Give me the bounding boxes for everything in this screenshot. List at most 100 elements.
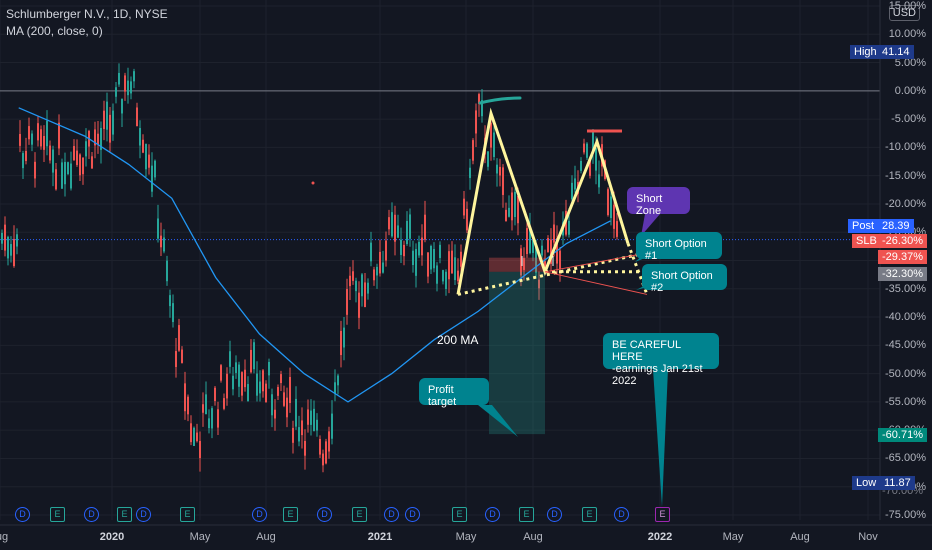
candle-body: [7, 236, 9, 259]
candle-body: [442, 270, 444, 282]
candle-body: [616, 221, 618, 237]
x-tick-label: May: [189, 531, 211, 543]
candle-body: [304, 440, 306, 456]
candle-body: [274, 409, 276, 419]
candle-body: [184, 383, 186, 412]
y-tick-label: 15.00%: [888, 0, 926, 12]
earnings-event-icon[interactable]: E: [117, 507, 132, 522]
candle-body: [121, 98, 123, 114]
candle-body: [349, 275, 351, 287]
candle-body: [322, 453, 324, 466]
candle-body: [277, 387, 279, 396]
y-tick-label: -45.00%: [885, 339, 926, 352]
short-zone-pointer: [641, 214, 660, 236]
candle-body: [124, 75, 126, 92]
y-tick-label: -20.00%: [885, 197, 926, 210]
candle-body: [388, 217, 390, 230]
candle-body: [118, 72, 120, 85]
high-label: High: [850, 45, 881, 59]
dividend-event-icon[interactable]: D: [15, 507, 30, 522]
dividend-event-icon[interactable]: D: [136, 507, 151, 522]
candle-body: [220, 365, 222, 381]
candle-body: [370, 242, 372, 262]
candle-body: [85, 141, 87, 157]
dividend-event-icon[interactable]: D: [317, 507, 332, 522]
candle-body: [511, 192, 513, 221]
candle-body: [421, 237, 423, 256]
indicator-label: MA (200, close, 0): [6, 24, 103, 38]
y-tick-label: -55.00%: [885, 395, 926, 408]
candle-body: [268, 361, 270, 376]
candle-body: [163, 237, 165, 252]
dividend-event-icon[interactable]: D: [405, 507, 420, 522]
x-tick-label: Nov: [858, 531, 878, 543]
candle-body: [94, 129, 96, 146]
candle-body: [211, 408, 213, 429]
candle-body: [544, 261, 546, 271]
x-tick-label: Aug: [790, 531, 810, 543]
earnings-event-icon[interactable]: E: [452, 507, 467, 522]
candle-body: [550, 239, 552, 264]
candle-body: [259, 381, 261, 394]
candle-body: [586, 143, 588, 158]
candle-body: [520, 248, 522, 276]
candle-body: [481, 100, 483, 117]
candle-body: [97, 133, 99, 145]
candle-body: [67, 162, 69, 175]
candle-body: [10, 244, 12, 256]
earnings-event-icon[interactable]: E: [352, 507, 367, 522]
candle-body: [337, 375, 339, 386]
candle-body: [247, 384, 249, 402]
candle-body: [394, 214, 396, 242]
candle-body: [52, 149, 54, 173]
dividend-event-icon[interactable]: D: [547, 507, 562, 522]
candle-body: [256, 373, 258, 396]
earnings-event-icon[interactable]: E: [283, 507, 298, 522]
profit-target-pointer: [478, 405, 518, 437]
dividend-event-icon[interactable]: D: [614, 507, 629, 522]
candle-body: [382, 262, 384, 273]
candle-body: [487, 151, 489, 167]
candle-body: [589, 161, 591, 176]
candle-body: [31, 133, 33, 145]
candle-body: [58, 122, 60, 149]
earnings-event-icon[interactable]: E: [180, 507, 195, 522]
earnings-event-icon[interactable]: E: [50, 507, 65, 522]
candle-body: [331, 413, 333, 439]
candle-body: [352, 271, 354, 281]
candle-body: [430, 246, 432, 270]
candle-body: [439, 244, 441, 258]
candle-body: [367, 282, 369, 294]
dividend-event-icon[interactable]: D: [384, 507, 399, 522]
short-option-1-callout: Short Option #1: [636, 232, 722, 262]
candle-body: [109, 114, 111, 143]
candle-body: [400, 239, 402, 255]
candle-body: [235, 362, 237, 373]
candle-body: [16, 234, 18, 247]
neckline: [457, 253, 638, 296]
candle-body: [493, 132, 495, 157]
candle-body: [139, 128, 141, 146]
currency-button[interactable]: USD: [888, 5, 920, 21]
candle-body: [265, 383, 267, 403]
candle-body: [244, 369, 246, 388]
earnings-event-icon[interactable]: E: [519, 507, 534, 522]
candle-body: [55, 169, 57, 190]
candle-body: [133, 71, 135, 82]
earnings-event-icon[interactable]: E: [582, 507, 597, 522]
dividend-event-icon[interactable]: D: [252, 507, 267, 522]
post-label: Post: [848, 219, 879, 233]
earnings-event-icon[interactable]: E: [655, 507, 670, 522]
dividend-event-icon[interactable]: D: [485, 507, 500, 522]
candle-body: [262, 370, 264, 392]
y-tick-label: -40.00%: [885, 311, 926, 324]
dividend-event-icon[interactable]: D: [84, 507, 99, 522]
candle-body: [142, 139, 144, 153]
candle-body: [412, 250, 414, 265]
candle-body: [106, 101, 108, 130]
profit-target-callout: Profit target: [419, 378, 489, 408]
candle-body: [145, 143, 147, 170]
candle-body: [217, 409, 219, 428]
projection-line: [626, 243, 649, 295]
